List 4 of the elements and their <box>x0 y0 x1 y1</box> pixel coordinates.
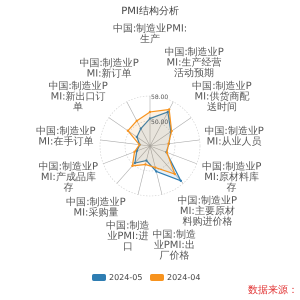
legend-label: 2024-04 <box>167 273 200 282</box>
legend-label: 2024-05 <box>109 273 142 282</box>
title: PMI结构分析 <box>121 6 179 17</box>
annotation: 数据来源： <box>248 285 298 296</box>
